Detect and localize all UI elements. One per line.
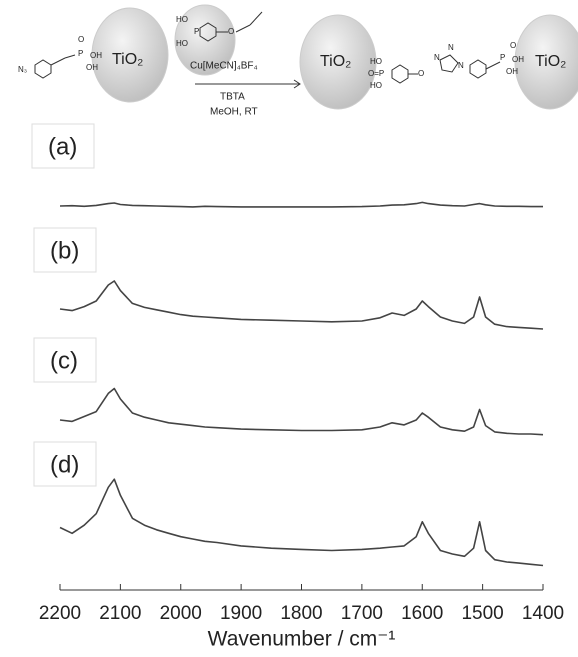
scheme-label: N (458, 61, 464, 70)
scheme-label: P (78, 49, 83, 58)
spectrum (59, 387, 544, 436)
x-tick-label: 2000 (160, 603, 202, 624)
spectrum (59, 478, 544, 567)
scheme-label: TBTA (220, 92, 245, 103)
panel-label: (c) (50, 347, 78, 374)
scheme-label: HO (370, 57, 382, 66)
scheme-label: OH (512, 55, 524, 64)
scheme-label: N (434, 53, 440, 62)
scheme-label: MeOH, RT (210, 107, 258, 118)
scheme-label: OH (86, 63, 98, 72)
panel-label-box (33, 441, 97, 487)
scheme-label: O (228, 27, 234, 36)
panel-label-box (33, 337, 97, 383)
particle (174, 4, 236, 76)
bond (485, 61, 501, 70)
x-tick-label: 2200 (39, 603, 81, 624)
panel-label: (d) (50, 451, 79, 478)
scheme-label: TiO₂ (112, 51, 143, 68)
ring (34, 59, 52, 79)
x-tick-label: 1900 (220, 603, 262, 624)
x-tick-label: 2100 (99, 603, 141, 624)
bond (64, 54, 76, 59)
scheme-label: Cu[MeCN]₄BF₄ (190, 61, 258, 72)
ring (391, 64, 409, 84)
particle (299, 14, 377, 110)
scheme-label: P (194, 27, 199, 36)
scheme-label: HO (176, 39, 188, 48)
bond (50, 57, 66, 66)
reaction-scheme (34, 4, 578, 110)
x-tick-label: 1800 (280, 603, 322, 624)
scheme-label: N₃ (18, 65, 27, 74)
scheme-label: HO (370, 81, 382, 90)
scheme-label: O (78, 35, 84, 44)
panel-label: (a) (48, 133, 77, 160)
ring (199, 22, 217, 42)
bond (235, 24, 251, 33)
scheme-label: OH (506, 67, 518, 76)
ring (469, 59, 487, 79)
x-tick-label: 1400 (522, 603, 564, 624)
particle (91, 7, 169, 103)
scheme-label: HO (176, 15, 188, 24)
scheme-label: P (500, 53, 505, 62)
scheme-label: O=P (368, 69, 384, 78)
scheme-label: N (448, 43, 454, 52)
scheme-label: O (510, 41, 516, 50)
panel-label-box (31, 123, 95, 169)
scheme-label: O (418, 69, 424, 78)
x-axis-label: Wavenumber / cm⁻¹ (208, 628, 396, 651)
arrow-head (293, 79, 301, 89)
scheme-label: TiO₂ (535, 53, 566, 70)
spectrum (59, 201, 543, 208)
panel-label: (b) (50, 237, 79, 264)
scheme-label: TiO₂ (320, 53, 351, 70)
particle (514, 14, 578, 110)
x-tick-label: 1600 (401, 603, 443, 624)
triazole (439, 54, 459, 73)
bond (249, 11, 263, 26)
x-tick-label: 1700 (341, 603, 383, 624)
x-tick-label: 1500 (461, 603, 503, 624)
spectrum (59, 280, 544, 330)
panel-label-box (33, 227, 97, 273)
scheme-label: OH (90, 51, 102, 60)
